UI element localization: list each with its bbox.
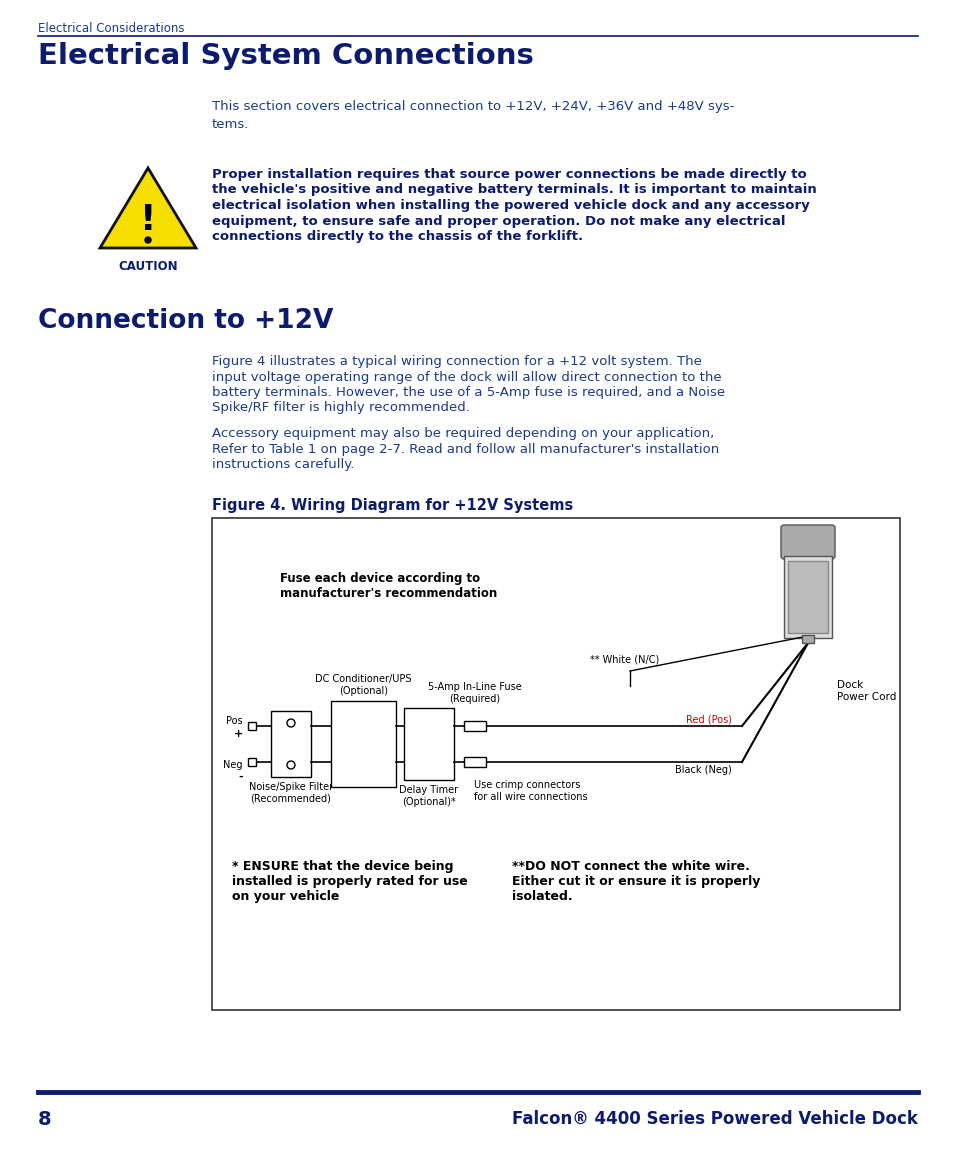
FancyBboxPatch shape xyxy=(781,525,834,559)
Bar xyxy=(248,758,255,766)
Bar xyxy=(783,556,831,637)
Text: Connection to +12V: Connection to +12V xyxy=(38,308,333,334)
Text: Noise/Spike Filter
(Recommended): Noise/Spike Filter (Recommended) xyxy=(249,782,333,803)
Text: manufacturer's recommendation: manufacturer's recommendation xyxy=(280,586,497,600)
Text: Figure 4. Wiring Diagram for +12V Systems: Figure 4. Wiring Diagram for +12V System… xyxy=(212,498,573,513)
Text: Use crimp connectors
for all wire connections: Use crimp connectors for all wire connec… xyxy=(474,780,587,802)
Text: Delay Timer
(Optional)*: Delay Timer (Optional)* xyxy=(399,785,458,807)
Text: Red (Pos): Red (Pos) xyxy=(685,714,731,724)
Text: input voltage operating range of the dock will allow direct connection to the: input voltage operating range of the doc… xyxy=(212,371,720,384)
Text: Fuse each device according to: Fuse each device according to xyxy=(280,573,479,585)
Text: electrical isolation when installing the powered vehicle dock and any accessory: electrical isolation when installing the… xyxy=(212,199,809,212)
Text: connections directly to the chassis of the forklift.: connections directly to the chassis of t… xyxy=(212,229,582,243)
Text: Electrical Considerations: Electrical Considerations xyxy=(38,22,184,35)
Text: equipment, to ensure safe and proper operation. Do not make any electrical: equipment, to ensure safe and proper ope… xyxy=(212,214,784,227)
Bar xyxy=(271,710,311,777)
Bar xyxy=(801,635,813,643)
Text: +: + xyxy=(233,729,243,739)
Bar xyxy=(403,708,454,780)
Bar xyxy=(212,518,899,1009)
Text: Falcon® 4400 Series Powered Vehicle Dock: Falcon® 4400 Series Powered Vehicle Dock xyxy=(512,1110,917,1128)
Text: CAUTION: CAUTION xyxy=(118,260,177,274)
Text: ** White (N/C): ** White (N/C) xyxy=(589,654,659,664)
Bar xyxy=(331,701,395,787)
Text: **DO NOT connect the white wire.
Either cut it or ensure it is properly
isolated: **DO NOT connect the white wire. Either … xyxy=(512,860,760,903)
Text: Accessory equipment may also be required depending on your application,: Accessory equipment may also be required… xyxy=(212,427,714,440)
Text: Electrical System Connections: Electrical System Connections xyxy=(38,42,534,70)
Text: Spike/RF filter is highly recommended.: Spike/RF filter is highly recommended. xyxy=(212,401,470,415)
Text: 5-Amp In-Line Fuse
(Required): 5-Amp In-Line Fuse (Required) xyxy=(428,683,521,704)
Text: tems.: tems. xyxy=(212,118,249,131)
Bar xyxy=(463,721,485,731)
Text: This section covers electrical connection to +12V, +24V, +36V and +48V sys-: This section covers electrical connectio… xyxy=(212,100,734,112)
Text: -: - xyxy=(238,772,243,782)
Text: the vehicle's positive and negative battery terminals. It is important to mainta: the vehicle's positive and negative batt… xyxy=(212,183,816,197)
Text: !: ! xyxy=(139,203,156,236)
Text: 8: 8 xyxy=(38,1110,51,1129)
Bar xyxy=(248,722,255,730)
Text: Neg: Neg xyxy=(223,760,243,770)
Text: DC Conditioner/UPS
(Optional): DC Conditioner/UPS (Optional) xyxy=(314,675,412,697)
Bar xyxy=(463,757,485,767)
Text: * ENSURE that the device being
installed is properly rated for use
on your vehic: * ENSURE that the device being installed… xyxy=(232,860,467,903)
Bar xyxy=(787,561,827,633)
Polygon shape xyxy=(100,168,195,248)
Circle shape xyxy=(145,236,151,243)
Text: Dock
Power Cord: Dock Power Cord xyxy=(836,680,896,701)
Text: Black (Neg): Black (Neg) xyxy=(675,765,731,775)
Text: Refer to Table 1 on page 2-7. Read and follow all manufacturer's installation: Refer to Table 1 on page 2-7. Read and f… xyxy=(212,443,719,455)
Text: Pos: Pos xyxy=(226,716,243,726)
Text: battery terminals. However, the use of a 5-Amp fuse is required, and a Noise: battery terminals. However, the use of a… xyxy=(212,386,724,399)
Text: Figure 4 illustrates a typical wiring connection for a +12 volt system. The: Figure 4 illustrates a typical wiring co… xyxy=(212,355,701,369)
Text: Proper installation requires that source power connections be made directly to: Proper installation requires that source… xyxy=(212,168,806,181)
Text: instructions carefully.: instructions carefully. xyxy=(212,458,354,471)
